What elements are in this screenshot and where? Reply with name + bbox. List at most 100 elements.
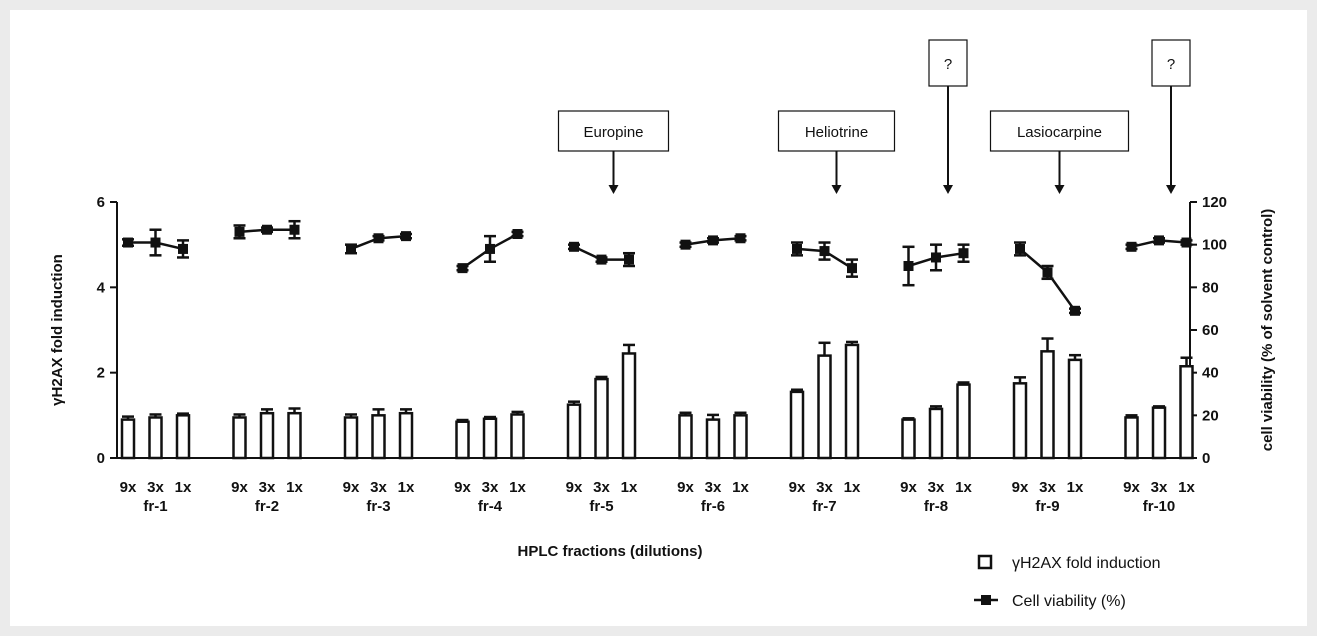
legend-line-label: Cell viability (%) [1012,593,1126,610]
bar [482,417,498,460]
right-y-tick-label: 100 [1202,237,1227,254]
bar [343,416,359,460]
viability-point [1154,235,1164,246]
bar [566,403,582,460]
dilution-label: 1x [844,479,861,496]
bar [148,416,163,460]
bar [844,343,860,460]
dilution-label: 9x [900,479,917,496]
bar [287,411,302,460]
dilution-label: 1x [286,479,303,496]
dilution-label: 9x [1123,479,1140,496]
viability-point [958,248,969,259]
annotation-arrowhead [1166,185,1176,194]
fraction-label: fr-5 [589,498,613,515]
fraction-label: fr-10 [1143,498,1176,515]
viability-point [624,254,634,265]
annotation-box [557,110,670,152]
dilution-label: 3x [593,479,610,496]
dilution-label: 3x [816,479,833,496]
viability-point [373,233,384,244]
legend-line-marker [981,595,991,605]
dilution-label: 1x [509,479,526,496]
viability-point [708,235,718,246]
dilution-label: 3x [928,479,945,496]
left-y-axis-label: γH2AX fold induction [49,254,66,406]
dilution-label: 3x [147,479,164,496]
annotation-arrowhead [943,185,953,194]
dilution-label: 3x [259,479,276,496]
bar [956,383,971,460]
dilution-label: 3x [370,479,387,496]
bar [621,352,637,460]
bar [1179,365,1194,460]
left-y-tick-label: 6 [97,194,105,211]
viability-point [1042,267,1053,278]
dilution-label: 9x [231,479,248,496]
bar [1012,382,1028,460]
dilution-label: 1x [1178,479,1195,496]
bar [1151,406,1167,460]
viability-point [289,224,300,235]
annotation-arrowhead [608,185,619,194]
viability-point [819,246,830,257]
annotation-label: Heliotrine [805,124,868,141]
fraction-label: fr-2 [255,498,279,515]
viability-point [596,254,607,265]
viability-point [1181,237,1192,248]
dilution-label: 1x [955,479,972,496]
left-y-tick-label: 2 [97,365,105,382]
bar [705,418,721,460]
bar [817,354,832,460]
dilution-label: 9x [566,479,583,496]
viability-point [512,229,523,239]
right-y-tick-label: 80 [1202,279,1219,296]
dilution-label: 1x [175,479,192,496]
dilution-label: 3x [482,479,499,496]
viability-point [346,243,356,254]
viability-point [569,241,579,252]
dilution-label: 9x [120,479,137,496]
annotation-label: Lasiocarpine [1017,124,1102,141]
right-y-tick-label: 60 [1202,322,1219,339]
viability-point [680,239,691,250]
fraction-label: fr-9 [1035,498,1059,515]
fraction-label: fr-7 [812,498,836,515]
bar [398,411,414,460]
bar [733,414,748,460]
viability-point [735,233,746,244]
dilution-label: 9x [789,479,806,496]
left-y-tick-label: 4 [97,279,106,296]
viability-point [847,263,857,274]
annotation-box [777,110,896,152]
bar [789,390,805,460]
viability-point [903,261,914,271]
annotation-label: ? [1167,56,1175,73]
viability-point [234,226,245,237]
dilution-label: 1x [732,479,749,496]
legend-bar-label: γH2AX fold induction [1012,555,1161,572]
viability-point [1126,241,1137,252]
viability-point [457,263,468,274]
fraction-label: fr-8 [924,498,948,515]
viability-point [1070,305,1080,316]
viability-point [123,237,133,248]
dilution-label: 3x [1039,479,1056,496]
viability-point [262,224,272,235]
viability-point [401,231,411,242]
dilution-label: 3x [1151,479,1168,496]
right-y-tick-label: 120 [1202,194,1227,211]
viability-point [485,243,495,254]
annotation-label: ? [944,56,952,73]
viability-point [1015,243,1025,254]
annotation-box [928,39,968,87]
bar [455,420,470,460]
bar [259,411,275,460]
right-y-tick-label: 40 [1202,365,1219,382]
annotation-arrowhead [831,185,842,194]
dilution-label: 1x [398,479,415,496]
annotation-box [989,110,1130,152]
fraction-label: fr-4 [478,498,503,515]
x-axis-label: HPLC fractions (dilutions) [518,543,703,560]
